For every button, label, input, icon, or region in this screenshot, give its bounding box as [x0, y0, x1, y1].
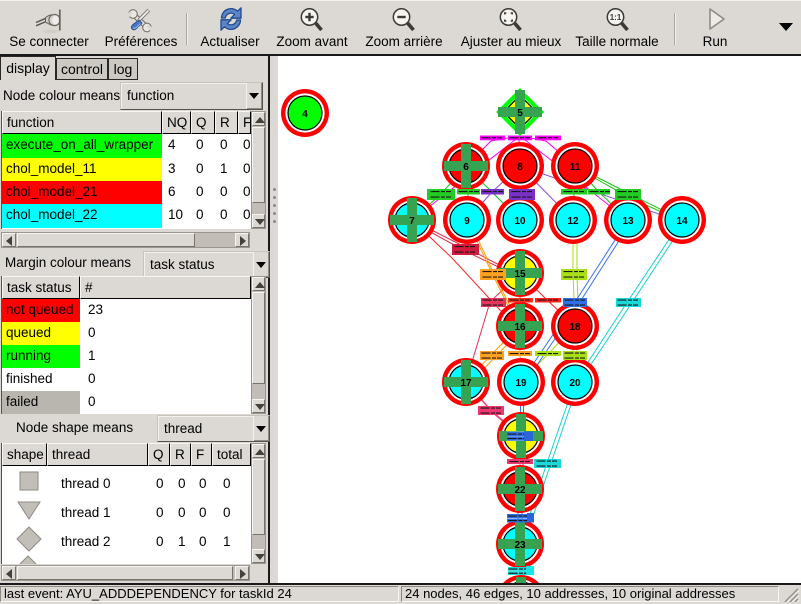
svg-text:4: 4	[302, 109, 308, 120]
svg-text:9: 9	[464, 216, 470, 227]
svg-text:5: 5	[517, 108, 523, 119]
svg-text:22: 22	[514, 485, 526, 496]
svg-text:1:1: 1:1	[610, 13, 622, 22]
svg-text:15: 15	[514, 269, 526, 280]
svg-text:14: 14	[676, 216, 688, 227]
svg-text:6: 6	[463, 162, 469, 173]
svg-text:18: 18	[569, 322, 581, 333]
svg-text:7: 7	[409, 216, 415, 227]
svg-text:10: 10	[514, 216, 526, 227]
svg-text:20: 20	[569, 378, 581, 389]
svg-text:17: 17	[460, 378, 472, 389]
svg-text:11: 11	[570, 162, 581, 173]
svg-text:13: 13	[622, 216, 634, 227]
svg-text:23: 23	[514, 540, 526, 551]
svg-text:16: 16	[514, 322, 526, 333]
svg-text:8: 8	[517, 162, 523, 173]
svg-text:12: 12	[567, 216, 579, 227]
svg-text:19: 19	[515, 378, 527, 389]
